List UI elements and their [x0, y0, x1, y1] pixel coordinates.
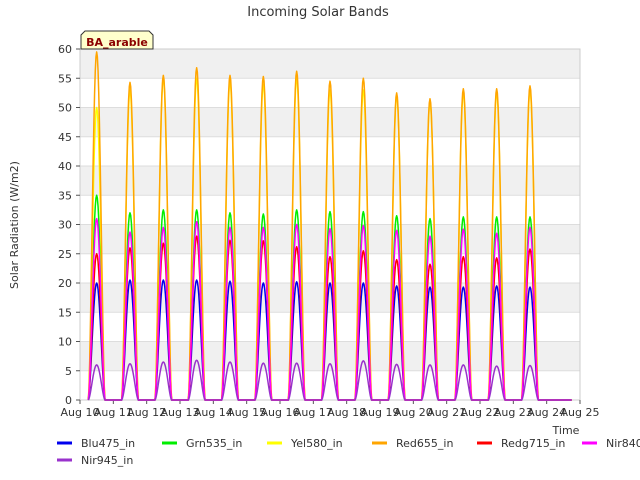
- grid-band: [80, 136, 580, 166]
- x-tick-label: Aug 23: [494, 406, 533, 419]
- x-tick-label: Aug 16: [261, 406, 300, 419]
- x-tick-label: Aug 11: [94, 406, 133, 419]
- legend-label: Blu475_in: [81, 437, 135, 450]
- grid-band: [80, 107, 580, 137]
- y-tick-label: 15: [58, 306, 72, 319]
- grid-band: [80, 195, 580, 225]
- grid-band: [80, 341, 580, 371]
- plot-background: [79, 48, 581, 401]
- site-label: BA_arable: [86, 36, 148, 49]
- x-tick-label: Aug 12: [127, 406, 166, 419]
- y-tick-label: 40: [58, 160, 72, 173]
- grid-band: [80, 370, 580, 400]
- chart-title: Incoming Solar Bands: [247, 5, 389, 20]
- series-layer: [87, 51, 572, 401]
- y-tick-label: 25: [58, 248, 72, 261]
- legend: Blu475_in Grn535_in Yel580_in Red655_in Redg…: [57, 437, 640, 467]
- y-axis-label: Solar Radiation (W/m2): [8, 161, 21, 289]
- grid-band: [80, 283, 580, 313]
- x-tick-label: Aug 13: [161, 406, 200, 419]
- y-tick-label: 20: [58, 277, 72, 290]
- grid-band: [80, 49, 580, 79]
- y-tick-label: 30: [58, 219, 72, 232]
- site-label-box: BA_arable: [80, 30, 154, 50]
- legend-label: Red655_in: [396, 437, 453, 450]
- legend-label: Grn535_in: [186, 437, 242, 450]
- grid-band: [80, 312, 580, 342]
- site-label-border: [80, 30, 154, 50]
- x-tick-label: Aug 14: [194, 406, 233, 419]
- y-tick-label: 45: [58, 131, 72, 144]
- legend-label: Nir945_in: [81, 454, 133, 467]
- y-tick-label: 0: [65, 394, 72, 407]
- x-tick-label: Aug 10: [61, 406, 100, 419]
- y-tick-label: 10: [58, 336, 72, 349]
- x-tick-label: Aug 25: [561, 406, 600, 419]
- y-axis: 0 5 10 15 20 25 30 35 40 45 50 55 60: [58, 43, 80, 407]
- legend-label: Yel580_in: [290, 437, 343, 450]
- y-tick-label: 35: [58, 189, 72, 202]
- y-tick-label: 5: [65, 365, 72, 378]
- x-tick-label: Aug 19: [361, 406, 400, 419]
- grid-band: [80, 166, 580, 196]
- x-tick-label: Aug 22: [461, 406, 500, 419]
- series-line-nir840-in: [87, 217, 572, 401]
- y-tick-label: 50: [58, 102, 72, 115]
- x-tick-label: Aug 18: [327, 406, 366, 419]
- series-line-red655-in: [87, 51, 572, 401]
- legend-label: Redg715_in: [501, 437, 565, 450]
- x-tick-label: Aug 15: [227, 406, 266, 419]
- x-axis-label: Time: [552, 424, 580, 437]
- legend-label: Nir840_in: [606, 437, 640, 450]
- x-tick-label: Aug 20: [394, 406, 433, 419]
- x-tick-label: Aug 24: [527, 406, 566, 419]
- y-tick-label: 55: [58, 72, 72, 85]
- x-tick-label: Aug 21: [427, 406, 466, 419]
- x-tick-label: Aug 17: [294, 406, 333, 419]
- y-tick-label: 60: [58, 43, 72, 56]
- series-line-nir945-in: [87, 359, 572, 401]
